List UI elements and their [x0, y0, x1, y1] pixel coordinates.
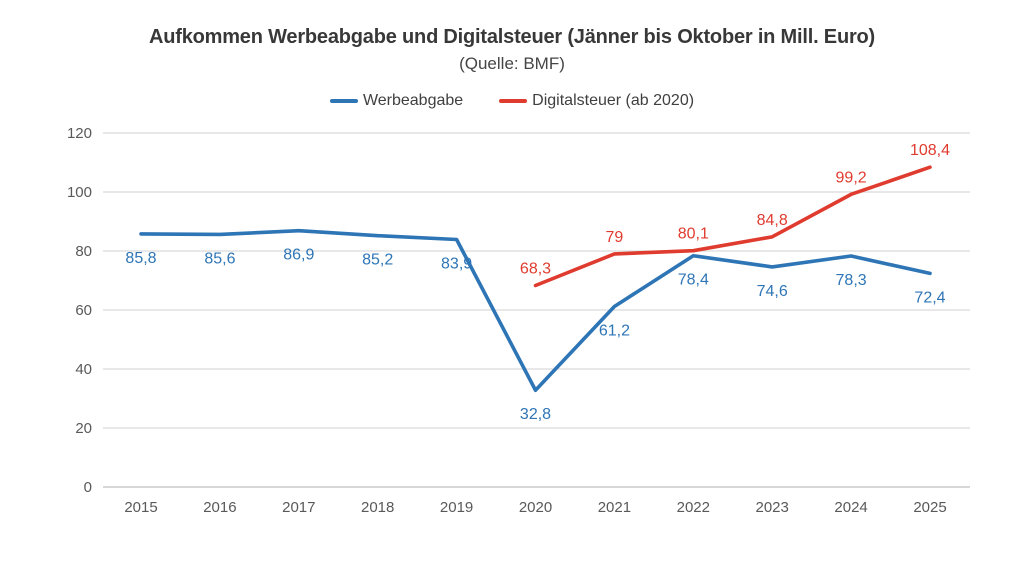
- y-tick-label: 40: [75, 361, 92, 378]
- data-label: 78,3: [836, 272, 867, 289]
- y-tick-label: 80: [75, 243, 92, 260]
- data-label: 61,2: [599, 322, 630, 339]
- x-tick-label: 2024: [834, 499, 867, 516]
- x-tick-label: 2022: [677, 499, 710, 516]
- data-label: 32,8: [520, 406, 551, 423]
- data-label: 74,6: [757, 283, 788, 300]
- chart-subtitle: (Quelle: BMF): [459, 54, 565, 73]
- data-label: 99,2: [836, 169, 867, 186]
- x-tick-label: 2025: [913, 499, 946, 516]
- legend-label-digitalsteuer: Digitalsteuer (ab 2020): [532, 92, 695, 109]
- y-tick-label: 120: [67, 125, 92, 142]
- x-tick-label: 2019: [440, 499, 473, 516]
- y-tick-label: 100: [67, 184, 92, 201]
- x-tick-label: 2015: [124, 499, 157, 516]
- data-label: 78,4: [678, 272, 709, 289]
- data-label: 84,8: [757, 212, 788, 229]
- legend-item-werbeabgabe: Werbeabgabe: [329, 92, 464, 110]
- x-tick-label: 2016: [203, 499, 236, 516]
- x-tick-label: 2020: [519, 499, 552, 516]
- data-label: 108,4: [910, 142, 950, 159]
- digitalsteuer-ab-2020-line: [533, 165, 932, 288]
- chart-title: Aufkommen Werbeabgabe und Digitalsteuer …: [148, 26, 876, 48]
- data-label: 85,8: [125, 250, 156, 267]
- x-tick-label: 2023: [756, 499, 789, 516]
- legend: Werbeabgabe Digitalsteuer (ab 2020): [0, 92, 1024, 110]
- data-label: 79: [606, 229, 624, 246]
- data-label: 85,6: [204, 250, 235, 267]
- y-tick-label: 60: [75, 302, 92, 319]
- data-label: 68,3: [520, 261, 551, 278]
- data-label: 83,9: [441, 255, 472, 272]
- digitalsteuer-line-swatch-icon: [499, 99, 528, 103]
- werbeabgabe-line-swatch-icon: [329, 99, 358, 103]
- x-tick-label: 2021: [598, 499, 631, 516]
- werbeabgabe-line: [139, 228, 932, 393]
- y-tick-label: 20: [75, 420, 92, 437]
- data-label: 80,1: [678, 226, 709, 243]
- x-tick-label: 2018: [361, 499, 394, 516]
- data-label: 72,4: [914, 289, 945, 306]
- data-label: 85,2: [362, 252, 393, 269]
- legend-item-digitalsteuer: Digitalsteuer (ab 2020): [499, 92, 694, 110]
- y-tick-label: 0: [84, 479, 92, 496]
- x-tick-label: 2017: [282, 499, 315, 516]
- legend-label-werbeabgabe: Werbeabgabe: [362, 92, 464, 109]
- data-label: 86,9: [283, 247, 314, 264]
